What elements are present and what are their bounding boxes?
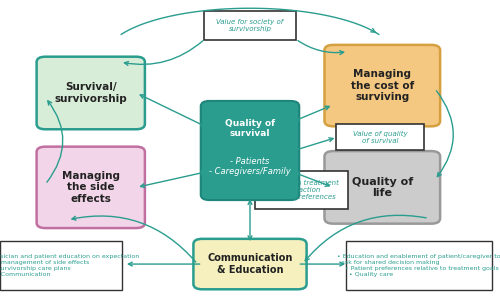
Text: Long-term treatment
satisfaction
Patient preferences: Long-term treatment satisfaction Patient… — [264, 180, 338, 200]
Text: Value for society of
survivorship: Value for society of survivorship — [216, 19, 284, 32]
Text: Value of quality
of survival: Value of quality of survival — [352, 131, 407, 144]
Text: Quality of
survival: Quality of survival — [225, 119, 275, 138]
Text: • Education and enablement of patient/caregiver to
  ask for shared decision mak: • Education and enablement of patient/ca… — [337, 254, 500, 277]
Text: Managing
the cost of
surviving: Managing the cost of surviving — [350, 69, 414, 102]
Text: Managing
the side
effects: Managing the side effects — [62, 171, 120, 204]
FancyBboxPatch shape — [204, 11, 296, 40]
FancyBboxPatch shape — [0, 240, 122, 290]
FancyBboxPatch shape — [194, 239, 306, 289]
FancyBboxPatch shape — [201, 101, 299, 200]
FancyBboxPatch shape — [36, 147, 145, 228]
FancyBboxPatch shape — [346, 240, 492, 290]
FancyBboxPatch shape — [36, 57, 145, 129]
FancyBboxPatch shape — [324, 151, 440, 224]
FancyBboxPatch shape — [255, 171, 348, 209]
Text: • Physician and patient education on expectation
  and management of side effect: • Physician and patient education on exp… — [0, 254, 140, 277]
Text: Communication
& Education: Communication & Education — [208, 253, 292, 275]
Text: - Patients
- Caregivers/Family: - Patients - Caregivers/Family — [209, 157, 291, 176]
FancyBboxPatch shape — [336, 124, 424, 150]
Text: Quality of
life: Quality of life — [352, 177, 413, 198]
FancyBboxPatch shape — [324, 45, 440, 126]
Text: Survival/
survivorship: Survival/ survivorship — [54, 82, 127, 104]
